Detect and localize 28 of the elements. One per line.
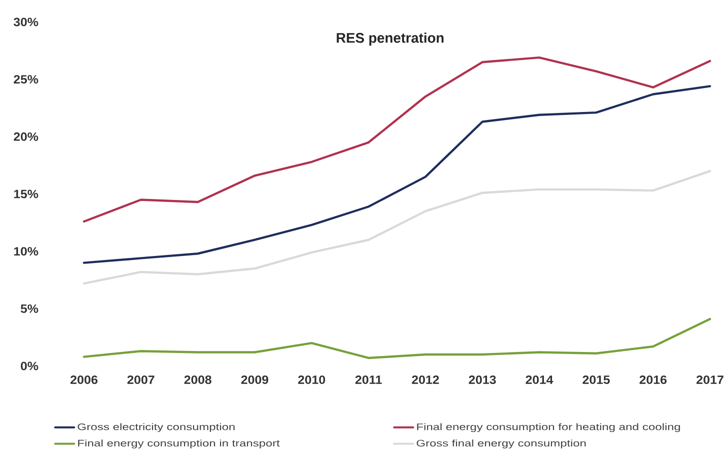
y-tick-label: 25% [14, 75, 38, 84]
y-tick-label: 0% [20, 362, 38, 370]
x-tick-label: 2014 [526, 376, 554, 384]
x-tick-label: 2013 [468, 376, 496, 384]
x-tick-label: 2008 [184, 376, 212, 384]
y-tick-label: 30% [14, 18, 38, 26]
y-tick-label: 15% [14, 190, 38, 198]
legend-label: Gross electricity consumption [78, 423, 235, 432]
text: RES penetration [336, 32, 444, 46]
x-tick-label: 2011 [355, 376, 382, 384]
legend-label: Gross final energy consumption [416, 440, 586, 448]
line-series [82, 318, 712, 360]
x-tick-label: 2017 [696, 376, 724, 384]
legend-label: Final energy consumption for heating and cooling [417, 423, 680, 432]
legend-label: Final energy consumption in transport [78, 440, 280, 448]
x-tick-label: 2007 [127, 376, 154, 384]
x-tick-label: 2015 [582, 376, 610, 384]
y-tick-label: 5% [20, 304, 38, 313]
x-tick-label: 2012 [412, 376, 439, 384]
x-tick-label: 2009 [241, 376, 268, 384]
line-series [82, 56, 712, 223]
line-series [82, 85, 712, 264]
line-series [82, 170, 712, 285]
y-tick-label: 10% [14, 247, 38, 256]
x-tick-label: 2016 [640, 376, 667, 384]
x-tick-label: 2010 [298, 376, 326, 384]
x-tick-label: 2006 [70, 376, 98, 384]
y-tick-label: 20% [14, 132, 38, 141]
